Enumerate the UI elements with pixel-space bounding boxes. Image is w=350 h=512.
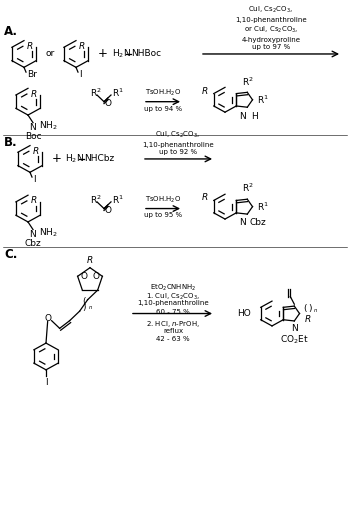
- Text: 1. CuI, Cs$_2$CO$_3$,: 1. CuI, Cs$_2$CO$_3$,: [146, 291, 200, 302]
- Text: or: or: [46, 50, 55, 58]
- Text: B.: B.: [4, 136, 18, 149]
- Text: N: N: [239, 218, 246, 227]
- Text: up to 94 %: up to 94 %: [144, 105, 182, 112]
- Text: Cbz: Cbz: [249, 218, 266, 227]
- Text: CuI, Cs$_2$CO$_3$,
1,10-phenanthroline
up to 92 %: CuI, Cs$_2$CO$_3$, 1,10-phenanthroline u…: [142, 130, 214, 155]
- Text: CO$_2$Et: CO$_2$Et: [280, 333, 309, 346]
- Text: $_n$: $_n$: [313, 306, 318, 315]
- Text: R: R: [31, 90, 37, 98]
- Text: Cbz: Cbz: [25, 239, 41, 248]
- Text: $_n$: $_n$: [88, 303, 93, 312]
- Text: O: O: [105, 99, 112, 108]
- Text: Br: Br: [27, 71, 37, 79]
- Text: N: N: [30, 123, 36, 132]
- Text: reflux: reflux: [163, 328, 183, 334]
- Text: I: I: [45, 378, 47, 388]
- Text: HO: HO: [237, 309, 251, 318]
- Text: up to 95 %: up to 95 %: [144, 212, 182, 219]
- Text: N: N: [30, 229, 36, 239]
- Text: CuI, Cs$_2$CO$_3$,
1,10-phenanthroline
or CuI, Cs$_2$CO$_3$,
4-hydroxyproline
up: CuI, Cs$_2$CO$_3$, 1,10-phenanthroline o…: [235, 5, 307, 50]
- Text: 60 - 75 %: 60 - 75 %: [156, 309, 190, 315]
- Text: R: R: [202, 194, 208, 202]
- Text: R$^2$: R$^2$: [90, 87, 102, 99]
- Text: R: R: [33, 147, 39, 156]
- Text: +: +: [52, 153, 62, 165]
- Text: C.: C.: [4, 248, 18, 261]
- Text: N: N: [239, 112, 246, 121]
- Text: 1,10-phenanthroline: 1,10-phenanthroline: [137, 300, 209, 306]
- Text: I: I: [79, 71, 82, 79]
- Text: R$^1$: R$^1$: [257, 201, 268, 213]
- Text: ): ): [309, 304, 312, 313]
- Text: R$^1$: R$^1$: [257, 94, 268, 106]
- Text: +: +: [98, 48, 108, 60]
- Text: H: H: [251, 112, 258, 121]
- Text: (: (: [303, 304, 306, 313]
- Text: O: O: [80, 272, 88, 281]
- Text: (: (: [82, 297, 85, 306]
- Text: O: O: [44, 314, 51, 323]
- Text: O: O: [105, 206, 112, 215]
- Text: R$^2$: R$^2$: [90, 194, 102, 206]
- Text: NH$_2$: NH$_2$: [39, 120, 58, 132]
- Text: H$_2$N: H$_2$N: [65, 153, 84, 165]
- Text: A.: A.: [4, 26, 18, 38]
- Text: R: R: [27, 42, 33, 51]
- Text: TsOH.H$_2$O: TsOH.H$_2$O: [145, 195, 181, 205]
- Text: NHCbz: NHCbz: [84, 155, 114, 163]
- Text: N: N: [291, 324, 298, 333]
- Text: 2. HCl, $n$-PrOH,: 2. HCl, $n$-PrOH,: [146, 319, 200, 329]
- Text: NH$_2$: NH$_2$: [39, 227, 58, 239]
- Text: R$^1$: R$^1$: [112, 87, 124, 99]
- Text: R$^2$: R$^2$: [243, 75, 254, 88]
- Text: R: R: [31, 197, 37, 205]
- Text: EtO$_2$CNHNH$_2$: EtO$_2$CNHNH$_2$: [150, 283, 196, 293]
- Text: R: R: [87, 256, 93, 265]
- Text: H$_2$N: H$_2$N: [112, 48, 131, 60]
- Text: R: R: [202, 87, 208, 96]
- Text: Boc: Boc: [25, 132, 41, 141]
- Text: NHBoc: NHBoc: [131, 50, 161, 58]
- Text: R$^2$: R$^2$: [243, 182, 254, 195]
- Text: O: O: [92, 272, 99, 281]
- Text: R: R: [304, 315, 311, 324]
- Text: R$^1$: R$^1$: [112, 194, 124, 206]
- Text: R: R: [79, 42, 85, 51]
- Text: TsOH.H$_2$O: TsOH.H$_2$O: [145, 88, 181, 98]
- Text: 42 - 63 %: 42 - 63 %: [156, 336, 190, 343]
- Text: I: I: [33, 176, 36, 184]
- Text: ): ): [82, 303, 85, 312]
